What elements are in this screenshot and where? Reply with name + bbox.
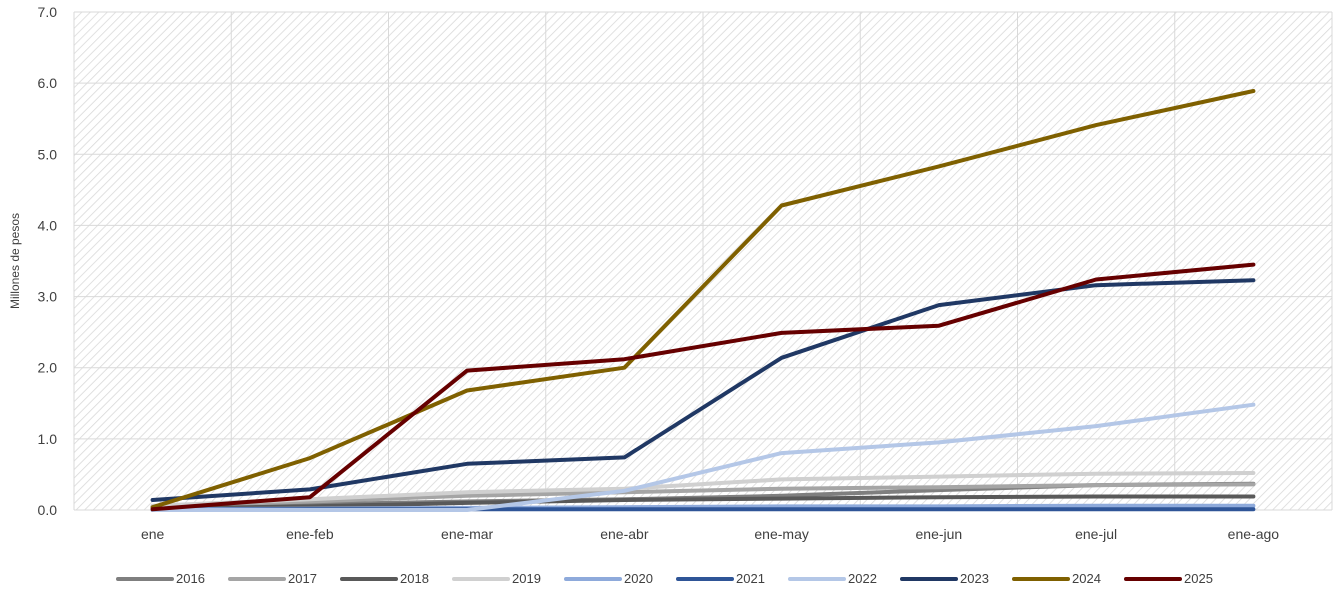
legend-item-2022: 2022 bbox=[788, 571, 877, 586]
legend-item-2017: 2017 bbox=[228, 571, 317, 586]
legend-item-2018: 2018 bbox=[340, 571, 429, 586]
legend-label: 2024 bbox=[1072, 571, 1101, 586]
legend-item-2019: 2019 bbox=[452, 571, 541, 586]
series-line-2019 bbox=[150, 471, 1256, 508]
y-axis-tick-labels: 0.0 1.0 2.0 3.0 4.0 5.0 6.0 7.0 bbox=[38, 4, 58, 518]
legend-label: 2020 bbox=[624, 571, 653, 586]
series-line-2022 bbox=[150, 402, 1256, 512]
legend: 2016 2017 2018 2019 2020 2021 2022 2023 2024 2025 bbox=[116, 571, 1213, 586]
x-tick-label: ene-jun bbox=[916, 526, 963, 542]
x-tick-label: ene-jul bbox=[1075, 526, 1117, 542]
x-axis-tick-labels: ene ene-feb ene-mar ene-abr ene-may ene-jun en… bbox=[141, 526, 1279, 542]
series-lines bbox=[150, 89, 1256, 512]
series-line-2025 bbox=[150, 262, 1256, 512]
legend-label: 2025 bbox=[1184, 571, 1213, 586]
legend-item-2025: 2025 bbox=[1124, 571, 1213, 586]
series-line-2024 bbox=[150, 89, 1256, 510]
series-line-2018 bbox=[150, 494, 1256, 511]
y-tick-label: 3.0 bbox=[38, 289, 58, 305]
y-tick-label: 2.0 bbox=[38, 360, 58, 376]
x-tick-label: ene-abr bbox=[600, 526, 649, 542]
legend-label: 2022 bbox=[848, 571, 877, 586]
y-tick-label: 0.0 bbox=[38, 502, 58, 518]
legend-label: 2021 bbox=[736, 571, 765, 586]
y-axis-title: Millones de pesos bbox=[8, 213, 22, 309]
legend-label: 2019 bbox=[512, 571, 541, 586]
y-tick-label: 5.0 bbox=[38, 146, 58, 162]
legend-item-2016: 2016 bbox=[116, 571, 205, 586]
legend-item-2021: 2021 bbox=[676, 571, 765, 586]
x-tick-label: ene-may bbox=[754, 526, 808, 542]
gridlines bbox=[73, 11, 1333, 511]
legend-item-2024: 2024 bbox=[1012, 571, 1101, 586]
legend-label: 2018 bbox=[400, 571, 429, 586]
x-tick-label: ene-ago bbox=[1228, 526, 1280, 542]
x-tick-label: ene-feb bbox=[286, 526, 334, 542]
y-tick-label: 4.0 bbox=[38, 217, 58, 233]
x-tick-label: ene-mar bbox=[441, 526, 493, 542]
legend-item-2020: 2020 bbox=[564, 571, 653, 586]
y-tick-label: 7.0 bbox=[38, 4, 58, 20]
legend-label: 2016 bbox=[176, 571, 205, 586]
legend-label: 2023 bbox=[960, 571, 989, 586]
y-tick-label: 1.0 bbox=[38, 431, 58, 447]
legend-label: 2017 bbox=[288, 571, 317, 586]
y-tick-label: 6.0 bbox=[38, 75, 58, 91]
series-line-2017 bbox=[150, 482, 1256, 509]
legend-item-2023: 2023 bbox=[900, 571, 989, 586]
x-tick-label: ene bbox=[141, 526, 165, 542]
